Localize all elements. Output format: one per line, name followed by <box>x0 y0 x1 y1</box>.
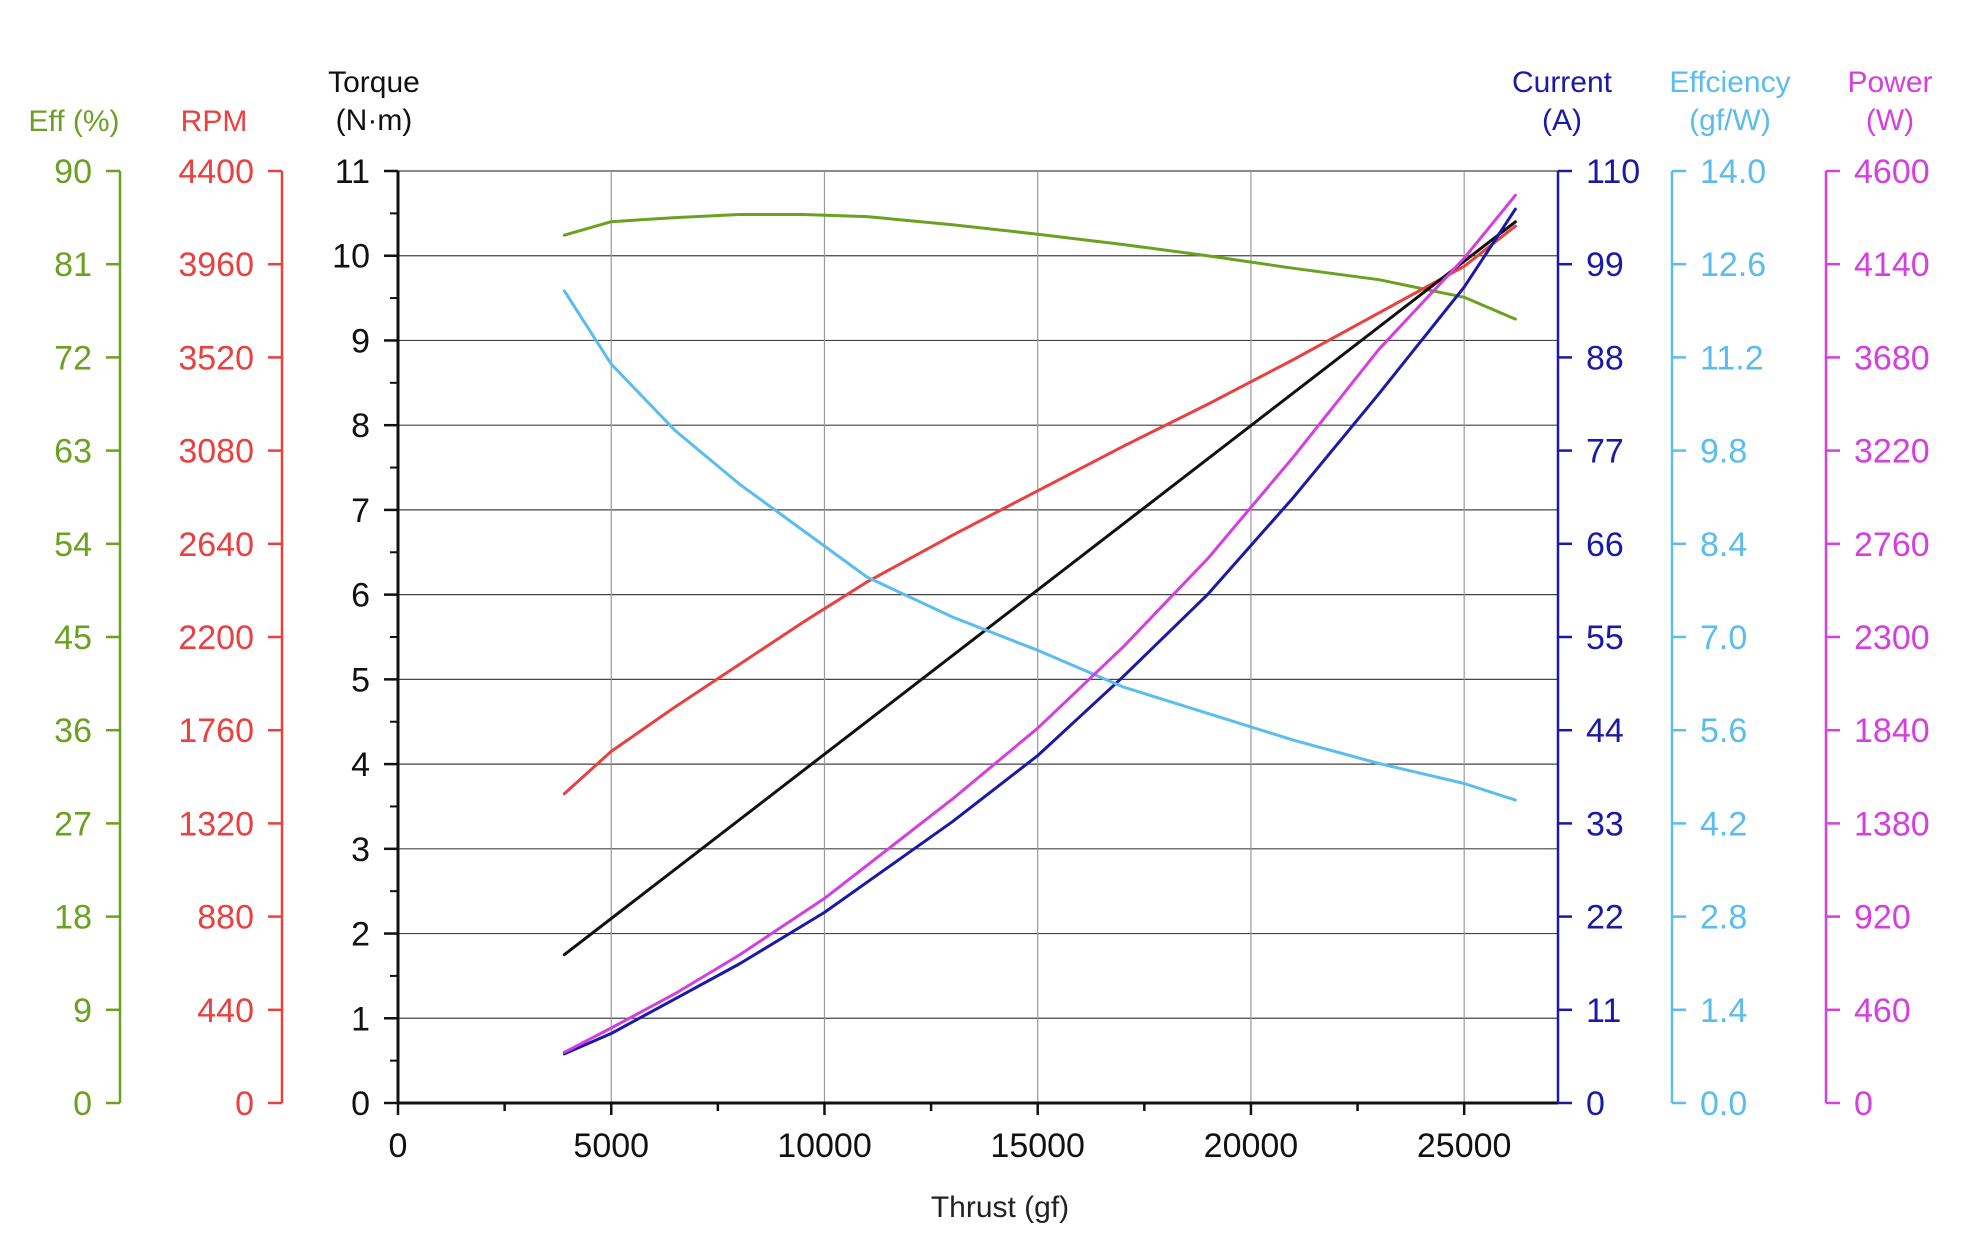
eff-tick-label: 72 <box>54 339 92 377</box>
eff-tick-label: 18 <box>54 899 92 937</box>
eff-tick-label: 9 <box>73 992 92 1030</box>
efficiency-series-line <box>562 289 1517 802</box>
power-tick-label: 3680 <box>1854 339 1930 377</box>
current-tick-label: 77 <box>1586 433 1624 471</box>
eff-tick-label: 54 <box>54 526 92 564</box>
eff-tick-label: 27 <box>54 805 92 843</box>
current-tick-label: 33 <box>1586 805 1624 843</box>
rpm-series-line <box>562 224 1517 796</box>
rpm-axis-title: RPM <box>181 105 248 138</box>
torque-tick-label: 1 <box>351 1000 370 1038</box>
current-tick-label: 0 <box>1586 1085 1605 1123</box>
current-tick-label: 44 <box>1586 712 1624 750</box>
current-tick-label: 88 <box>1586 339 1624 377</box>
efficiency-tick-label: 5.6 <box>1700 712 1747 750</box>
torque-axis-title: Torque <box>328 66 420 99</box>
eff-tick-label: 36 <box>54 712 92 750</box>
power-tick-label: 1380 <box>1854 805 1930 843</box>
torque-tick-label: 9 <box>351 322 370 360</box>
current-tick-label: 55 <box>1586 619 1624 657</box>
efficiency-tick-label: 12.6 <box>1700 246 1766 284</box>
rpm-tick-label: 3960 <box>178 246 254 284</box>
torque-tick-label: 3 <box>351 831 370 869</box>
eff-tick-label: 0 <box>73 1085 92 1123</box>
eff-tick-label: 45 <box>54 619 92 657</box>
torque-series-line <box>562 220 1517 957</box>
power-series-line <box>562 193 1517 1054</box>
rpm-tick-label: 2200 <box>178 619 254 657</box>
efficiency-axis-title: (gf/W) <box>1689 104 1771 137</box>
torque-tick-label: 11 <box>335 153 370 191</box>
power-tick-label: 2760 <box>1854 526 1930 564</box>
x-tick-label: 10000 <box>777 1127 872 1165</box>
x-tick-label: 0 <box>389 1127 408 1165</box>
power-tick-label: 460 <box>1854 992 1911 1030</box>
current-tick-label: 66 <box>1586 526 1624 564</box>
power-tick-label: 3220 <box>1854 433 1930 471</box>
current-tick-label: 22 <box>1586 899 1624 937</box>
power-tick-label: 4140 <box>1854 246 1930 284</box>
x-tick-label: 20000 <box>1204 1127 1299 1165</box>
efficiency-tick-label: 7.0 <box>1700 619 1747 657</box>
power-tick-label: 920 <box>1854 899 1911 937</box>
efficiency-tick-label: 2.8 <box>1700 899 1747 937</box>
efficiency-tick-label: 11.2 <box>1700 339 1764 377</box>
power-tick-label: 1840 <box>1854 712 1930 750</box>
efficiency-tick-label: 14.0 <box>1700 153 1766 191</box>
eff-tick-label: 90 <box>54 153 92 191</box>
efficiency-tick-label: 0.0 <box>1700 1085 1747 1123</box>
torque-tick-label: 5 <box>351 661 370 699</box>
efficiency-tick-label: 8.4 <box>1700 526 1747 564</box>
rpm-tick-label: 2640 <box>178 526 254 564</box>
torque-tick-label: 0 <box>351 1085 370 1123</box>
rpm-tick-label: 3520 <box>178 339 254 377</box>
efficiency-tick-label: 9.8 <box>1700 433 1747 471</box>
current-tick-label: 110 <box>1586 153 1640 191</box>
rpm-tick-label: 0 <box>235 1085 254 1123</box>
x-tick-label: 25000 <box>1417 1127 1512 1165</box>
current-axis-title: (A) <box>1542 104 1582 137</box>
x-axis-title: Thrust (gf) <box>931 1191 1069 1224</box>
rpm-tick-label: 3080 <box>178 433 254 471</box>
current-series-line <box>562 207 1517 1056</box>
torque-tick-label: 2 <box>351 916 370 954</box>
rpm-tick-label: 4400 <box>178 153 254 191</box>
axes: 0 5000 10000 15000 20000 25000091827364554637… <box>28 66 1932 1165</box>
eff-tick-label: 81 <box>54 246 92 284</box>
power-tick-label: 0 <box>1854 1085 1873 1123</box>
torque-tick-label: 7 <box>351 492 370 530</box>
efficiency-tick-label: 1.4 <box>1700 992 1747 1030</box>
x-tick-label: 15000 <box>990 1127 1085 1165</box>
rpm-tick-label: 1760 <box>178 712 254 750</box>
torque-tick-label: 10 <box>332 238 370 276</box>
eff-axis-title: Eff (%) <box>28 105 119 138</box>
torque-axis-title: (N·m) <box>336 104 413 137</box>
eff-series-line <box>562 213 1517 321</box>
torque-tick-label: 6 <box>351 577 370 615</box>
efficiency-tick-label: 4.2 <box>1700 805 1747 843</box>
plot-grid <box>398 170 1558 1103</box>
series-lines <box>562 193 1517 1056</box>
power-tick-label: 2300 <box>1854 619 1930 657</box>
power-tick-label: 4600 <box>1854 153 1930 191</box>
rpm-tick-label: 440 <box>197 992 254 1030</box>
rpm-tick-label: 1320 <box>178 805 254 843</box>
torque-tick-label: 8 <box>351 407 370 445</box>
current-tick-label: 99 <box>1586 246 1624 284</box>
power-axis-title: (W) <box>1866 104 1914 137</box>
eff-tick-label: 63 <box>54 433 92 471</box>
current-tick-label: 11 <box>1586 992 1621 1030</box>
torque-tick-label: 4 <box>351 746 370 784</box>
x-tick-label: 5000 <box>573 1127 649 1165</box>
efficiency-axis-title: Effciency <box>1669 66 1790 99</box>
power-axis-title: Power <box>1847 66 1932 99</box>
current-axis-title: Current <box>1512 66 1613 99</box>
rpm-tick-label: 880 <box>197 899 254 937</box>
